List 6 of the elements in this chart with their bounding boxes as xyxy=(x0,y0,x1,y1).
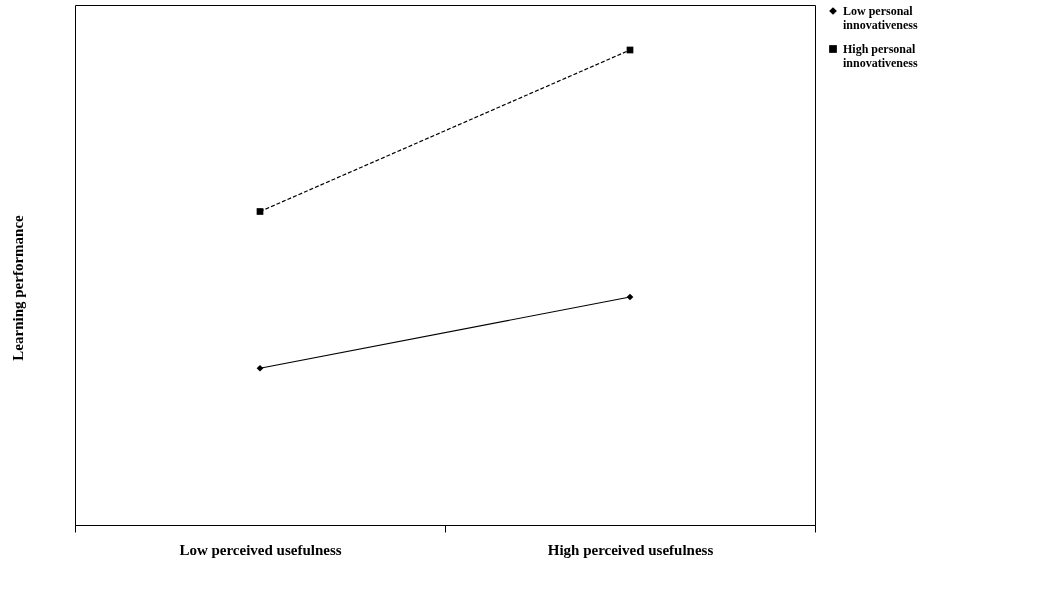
x-tick-label: Low perceived usefulness xyxy=(179,541,342,558)
y-axis-title: Learning performance xyxy=(9,214,26,361)
point xyxy=(626,293,634,301)
x-tick-label: High perceived usefulness xyxy=(547,541,714,558)
legend-label: Low personal innovativeness xyxy=(843,4,919,32)
legend-label: High personal innovativeness xyxy=(843,42,919,70)
